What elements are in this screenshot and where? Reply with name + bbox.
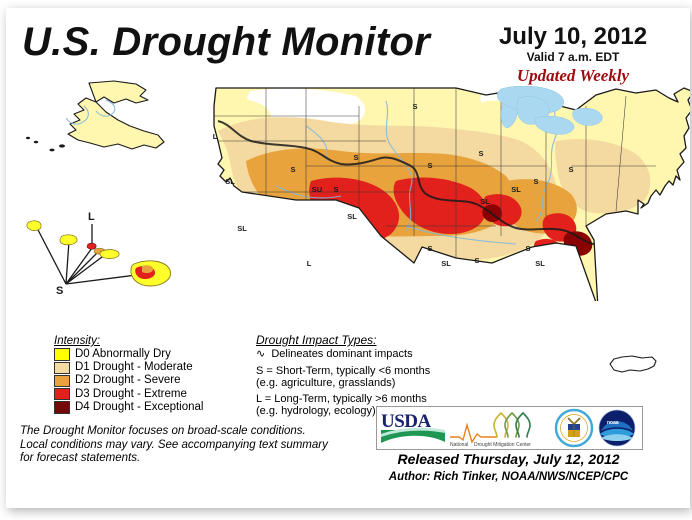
svg-text:S: S: [56, 285, 63, 297]
svg-text:SU: SU: [312, 185, 322, 194]
svg-text:SL: SL: [225, 177, 235, 186]
svg-text:SL: SL: [237, 224, 247, 233]
svg-text:Drought Mitigation Center: Drought Mitigation Center: [474, 442, 531, 448]
svg-text:SL: SL: [347, 212, 357, 221]
svg-text:L: L: [88, 211, 95, 223]
svg-text:L: L: [307, 259, 312, 268]
svg-text:S: S: [427, 161, 432, 170]
svg-text:S: S: [533, 177, 538, 186]
svg-text:S: S: [427, 244, 432, 253]
svg-text:SL: SL: [480, 197, 490, 206]
svg-text:S: S: [568, 165, 573, 174]
svg-text:National: National: [450, 442, 468, 448]
svg-text:SL: SL: [511, 185, 521, 194]
svg-text:S: S: [525, 244, 530, 253]
svg-text:S: S: [412, 102, 417, 111]
svg-text:noaa: noaa: [607, 420, 619, 426]
svg-text:L: L: [213, 132, 218, 141]
svg-text:S: S: [353, 153, 358, 162]
svg-text:S: S: [333, 185, 338, 194]
svg-text:SL: SL: [441, 259, 451, 268]
svg-text:S: S: [478, 149, 483, 158]
svg-text:S: S: [290, 165, 295, 174]
svg-text:SL: SL: [535, 259, 545, 268]
svg-text:S: S: [474, 256, 479, 265]
